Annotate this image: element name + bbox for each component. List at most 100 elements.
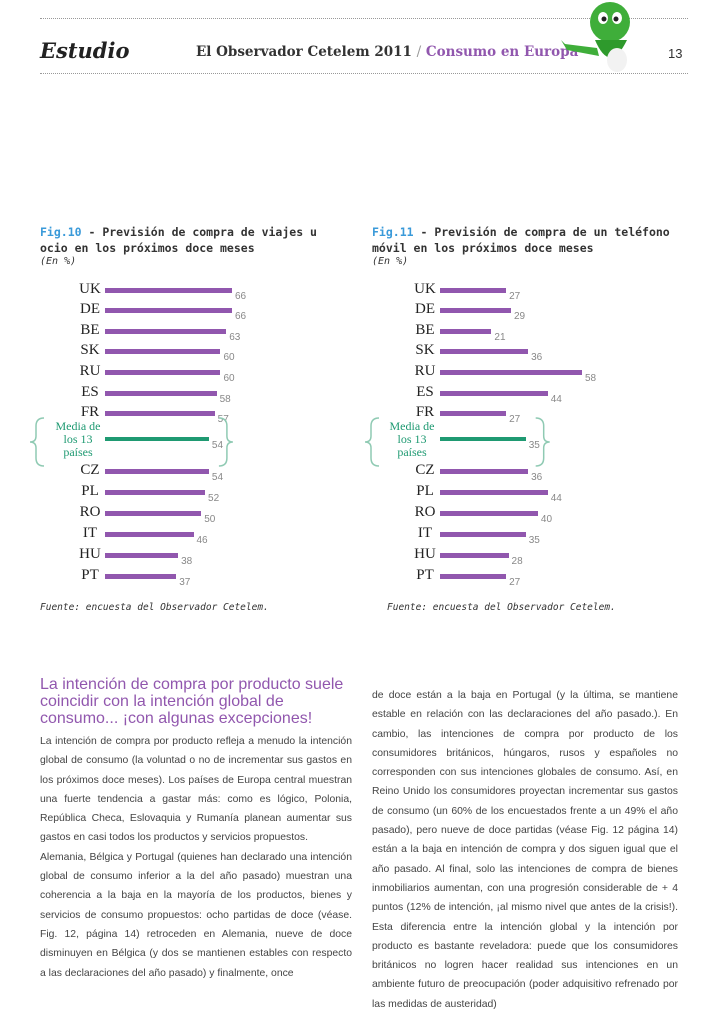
article-heading: La intención de compra por producto suel… (40, 676, 344, 727)
value-label: 35 (528, 535, 540, 546)
bar (440, 288, 507, 293)
bar (105, 553, 179, 558)
bar (440, 411, 507, 416)
bar (105, 532, 194, 537)
category-label: Media de los 13 países (55, 419, 101, 459)
figure-subtitle: (En %) (40, 256, 77, 267)
paragraph: La intención de compra por producto refl… (40, 736, 352, 844)
value-label: 40 (540, 514, 553, 525)
bar (105, 329, 227, 334)
bar (105, 574, 177, 579)
value-label: 27 (509, 577, 521, 588)
bar (440, 370, 582, 375)
left-column: La intención de compra por producto refl… (40, 732, 352, 983)
value-label: 28 (511, 556, 523, 567)
mascot (561, 2, 630, 72)
section-label: Estudio (40, 38, 130, 63)
topic: Consumo en Europa (425, 44, 579, 60)
value-label: 37 (179, 577, 191, 588)
value-label: 50 (204, 514, 216, 525)
bar (440, 308, 511, 313)
value-label: 29 (514, 311, 526, 322)
bar (440, 437, 526, 441)
value-label: 35 (528, 440, 540, 451)
value-label: 60 (223, 373, 235, 384)
category-label: RO (79, 504, 101, 520)
category-label: RU (79, 363, 101, 379)
bar (105, 469, 209, 474)
bar (105, 288, 232, 293)
publication-name: El Observador Cetelem 2011 (196, 44, 412, 60)
value-label: 66 (235, 291, 247, 302)
category-label: PL (81, 483, 99, 499)
category-label: Media de los 13 países (389, 419, 435, 459)
bar (440, 469, 529, 474)
category-label: SK (80, 342, 100, 358)
category-label: SK (415, 342, 435, 358)
value-label: 38 (181, 556, 193, 567)
bar (105, 391, 217, 396)
brace (364, 417, 380, 467)
category-label: HU (414, 546, 436, 562)
category-label: FR (80, 404, 100, 420)
category-label: IT (82, 525, 98, 541)
category-label: UK (79, 281, 101, 297)
bar (440, 532, 526, 537)
brace (29, 417, 45, 467)
value-label: 60 (223, 352, 235, 363)
bar (440, 391, 548, 396)
bar (440, 490, 548, 495)
value-label: 46 (196, 535, 208, 546)
value-label: 44 (550, 493, 562, 504)
category-label: DE (415, 301, 435, 317)
category-label: PT (416, 567, 434, 583)
source-note: Fuente: encuesta del Observador Cetelem. (387, 602, 616, 613)
bar (105, 437, 209, 441)
category-label: RU (414, 363, 436, 379)
figure-title-text: - Previsión de compra de un teléfono móv… (372, 225, 670, 255)
value-label: 58 (219, 394, 231, 405)
figure-subtitle: (En %) (372, 256, 409, 267)
value-label: 27 (509, 291, 521, 302)
category-label: BE (80, 322, 100, 338)
publication: El Observador Cetelem 2011 / Consumo en … (196, 44, 578, 60)
bar (440, 574, 507, 579)
value-label: 63 (229, 332, 241, 343)
header-rule (40, 73, 688, 74)
value-label: 58 (585, 373, 597, 384)
bar (105, 511, 202, 516)
paragraph: de doce están a la baja en Portugal (y l… (372, 690, 678, 1010)
figure-number: Fig.10 (40, 225, 82, 239)
separator: / (416, 44, 422, 60)
value-label: 52 (208, 493, 220, 504)
top-rule (40, 18, 688, 19)
bar (105, 411, 215, 416)
bar (440, 349, 529, 354)
value-label: 57 (217, 414, 229, 425)
value-label: 54 (211, 440, 224, 451)
bar (105, 308, 232, 313)
value-label: 44 (550, 394, 562, 405)
bar (105, 370, 221, 375)
category-label: CZ (80, 462, 100, 478)
value-label: 21 (494, 332, 506, 343)
figure-title-text: - Previsión de compra de viajes u ocio e… (40, 225, 317, 255)
category-label: FR (415, 404, 435, 420)
category-label: RO (414, 504, 436, 520)
category-label: ES (81, 384, 99, 400)
figure-title: Fig.11 - Previsión de compra de un teléf… (372, 224, 682, 256)
value-label: 36 (531, 352, 543, 363)
category-label: CZ (415, 462, 435, 478)
paragraph: Alemania, Bélgica y Portugal (quienes ha… (40, 851, 352, 979)
category-label: PL (416, 483, 434, 499)
bar (440, 553, 509, 558)
category-label: DE (80, 301, 100, 317)
value-label: 54 (211, 472, 224, 483)
bar (440, 511, 538, 516)
source-note: Fuente: encuesta del Observador Cetelem. (40, 602, 269, 613)
category-label: IT (417, 525, 433, 541)
bar (105, 349, 221, 354)
bar (440, 329, 492, 334)
figure-title: Fig.10 - Previsión de compra de viajes u… (40, 224, 350, 256)
